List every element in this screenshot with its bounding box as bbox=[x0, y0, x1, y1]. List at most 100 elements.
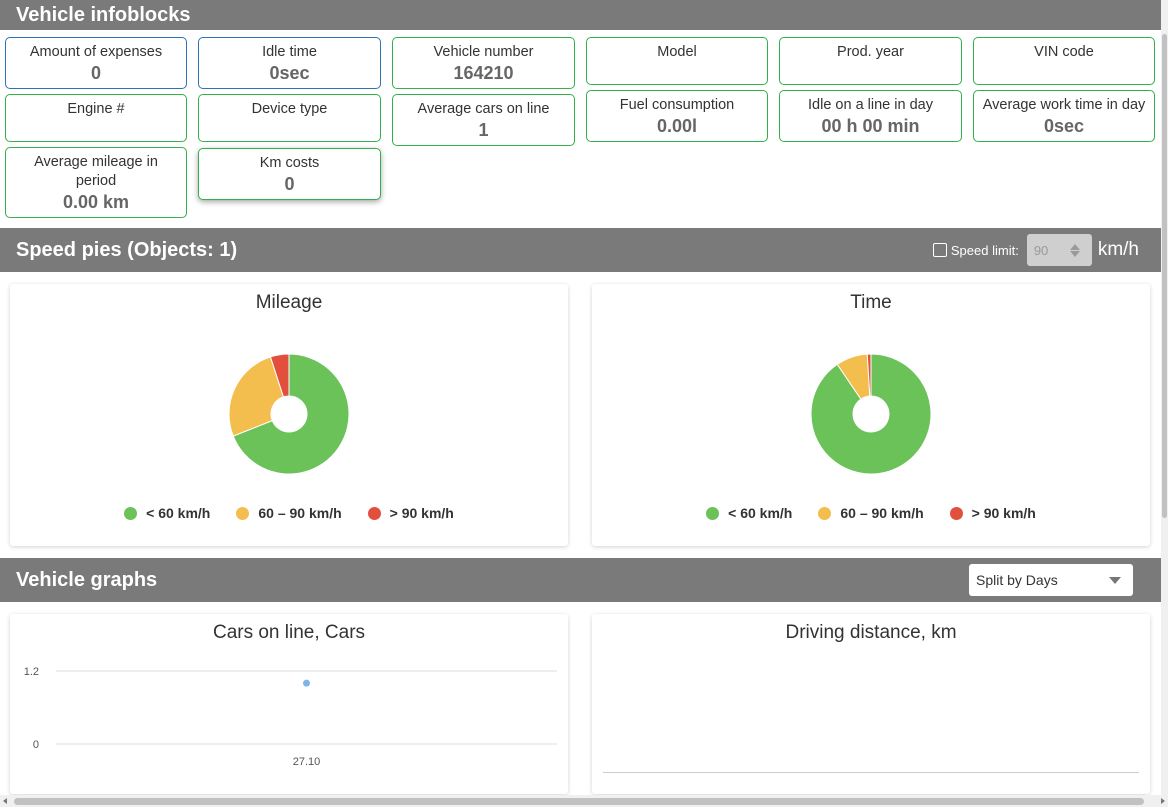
infoblock-label: Vehicle number bbox=[433, 44, 534, 60]
legend-label: < 60 km/h bbox=[146, 505, 211, 521]
spin-down-icon[interactable] bbox=[1069, 251, 1080, 257]
legend-item-under-60[interactable]: < 60 km/h bbox=[124, 505, 210, 521]
legend-dot-icon bbox=[367, 506, 381, 520]
infoblock-label: VIN code bbox=[1034, 44, 1094, 60]
infoblock-label: Amount of expenses bbox=[29, 44, 163, 60]
split-select-value: Split by Days bbox=[976, 572, 1058, 588]
x-tick-label: 27.10 bbox=[293, 756, 321, 768]
infoblock-label: Model bbox=[657, 44, 697, 60]
legend-dot-icon bbox=[818, 506, 832, 520]
driving-distance-card: Driving distance, km bbox=[592, 614, 1150, 794]
time-pie-legend: < 60 km/h 60 – 90 km/h > 90 km/h bbox=[592, 505, 1150, 521]
infoblock-average-mileage-in-period: Average mileage in period 0.00 km bbox=[5, 147, 187, 218]
infoblock-label: Fuel consumption bbox=[619, 97, 735, 113]
data-point[interactable] bbox=[303, 679, 310, 687]
infoblock-label: Prod. year bbox=[837, 44, 904, 60]
time-pie-card: Time < 60 km/h 60 – 90 km/h > 90 km/h bbox=[592, 284, 1150, 546]
speed-limit-control: Speed limit: 90 km/h bbox=[932, 228, 1139, 272]
speed-limit-label: Speed limit: bbox=[950, 242, 1019, 258]
infoblock-value: 164210 bbox=[453, 63, 514, 83]
vertical-scroll-thumb[interactable] bbox=[1162, 34, 1167, 518]
infoblocks-title: Vehicle infoblocks bbox=[16, 3, 191, 26]
infoblock-fuel-consumption: Fuel consumption 0.00l bbox=[586, 90, 768, 142]
cars-on-line-card: Cars on line, Cars 0 1.2 27.10 bbox=[10, 614, 568, 794]
chevron-down-icon bbox=[1109, 577, 1121, 584]
infoblocks-header: Vehicle infoblocks bbox=[0, 0, 1161, 30]
mileage-pie-legend: < 60 km/h 60 – 90 km/h > 90 km/h bbox=[10, 505, 568, 521]
infoblock-prod-year: Prod. year bbox=[779, 37, 962, 85]
speed-limit-input[interactable]: 90 bbox=[1026, 234, 1092, 266]
infoblock-value: 0.00 km bbox=[62, 192, 130, 212]
scroll-left-icon[interactable] bbox=[3, 798, 7, 804]
speed-pies-title: Speed pies (Objects: 1) bbox=[16, 238, 238, 261]
legend-label: 60 – 90 km/h bbox=[840, 505, 924, 521]
infoblock-value: 1 bbox=[478, 120, 489, 140]
infoblock-label: Engine # bbox=[67, 101, 125, 117]
legend-label: < 60 km/h bbox=[728, 505, 793, 521]
legend-item-over-90[interactable]: > 90 km/h bbox=[949, 505, 1036, 521]
infoblock-value: 0 bbox=[90, 63, 101, 83]
infoblock-average-work-time-in-day: Average work time in day 0sec bbox=[973, 90, 1155, 142]
infoblock-value: 00 h 00 min bbox=[821, 116, 920, 136]
infoblock-label: Km costs bbox=[259, 155, 320, 171]
driving-distance-axis bbox=[603, 772, 1139, 773]
legend-item-60-90[interactable]: 60 – 90 km/h bbox=[818, 505, 924, 521]
infoblock-label: Idle on a line in day bbox=[808, 97, 933, 113]
mileage-pie-chart bbox=[228, 353, 350, 475]
legend-item-over-90[interactable]: > 90 km/h bbox=[367, 505, 454, 521]
split-select[interactable]: Split by Days bbox=[969, 564, 1133, 596]
horizontal-scroll-thumb[interactable] bbox=[14, 798, 1144, 805]
speed-limit-checkbox[interactable] bbox=[932, 243, 947, 257]
legend-label: 60 – 90 km/h bbox=[258, 505, 342, 521]
legend-item-under-60[interactable]: < 60 km/h bbox=[706, 505, 792, 521]
infoblock-label: Idle time bbox=[262, 44, 317, 60]
horizontal-scrollbar[interactable] bbox=[0, 795, 1168, 807]
pie-slice[interactable] bbox=[228, 356, 285, 437]
cars-on-line-title: Cars on line, Cars bbox=[212, 622, 366, 643]
infoblock-value: 0.00l bbox=[656, 116, 698, 136]
pie-slice[interactable] bbox=[866, 353, 872, 397]
infoblock-average-cars-on-line: Average cars on line 1 bbox=[392, 94, 575, 146]
infoblock-value: 0sec bbox=[1043, 116, 1085, 136]
pie-slice[interactable] bbox=[810, 353, 932, 475]
infoblock-idle-time: Idle time 0sec bbox=[198, 37, 381, 89]
infoblock-engine-number: Engine # bbox=[5, 94, 187, 142]
speed-pies-header: Speed pies (Objects: 1) Speed limit: 90 … bbox=[0, 228, 1161, 272]
vertical-scrollbar[interactable] bbox=[1161, 0, 1168, 795]
time-pie-chart bbox=[810, 353, 932, 475]
pie-slice[interactable] bbox=[269, 353, 290, 398]
speed-limit-value: 90 bbox=[1033, 242, 1049, 258]
legend-dot-icon bbox=[706, 506, 720, 520]
time-pie-title: Time bbox=[850, 292, 892, 313]
infoblock-label: Average cars on line bbox=[417, 101, 550, 117]
scroll-right-icon[interactable] bbox=[1161, 798, 1165, 804]
driving-distance-title: Driving distance, km bbox=[785, 622, 957, 643]
legend-label: > 90 km/h bbox=[971, 505, 1036, 521]
vehicle-graphs-title: Vehicle graphs bbox=[16, 568, 158, 591]
legend-dot-icon bbox=[949, 506, 963, 520]
pie-slice[interactable] bbox=[232, 353, 350, 475]
infoblock-label: Device type bbox=[251, 101, 328, 117]
infoblock-amount-of-expenses: Amount of expenses 0 bbox=[5, 37, 187, 89]
legend-dot-icon bbox=[124, 506, 138, 520]
spin-up-icon[interactable] bbox=[1069, 244, 1080, 250]
speed-unit-label: km/h bbox=[1097, 239, 1139, 260]
infoblock-device-type: Device type bbox=[198, 94, 381, 142]
vehicle-graphs-header: Vehicle graphs Split by Days bbox=[0, 558, 1161, 602]
y-tick-label: 1.2 bbox=[24, 666, 39, 678]
legend-label: > 90 km/h bbox=[389, 505, 454, 521]
cars-on-line-chart: 0 1.2 27.10 bbox=[24, 666, 557, 768]
mileage-pie-card: Mileage < 60 km/h 60 – 90 km/h > 90 km/h bbox=[10, 284, 568, 546]
infoblock-label: Average work time in day bbox=[982, 97, 1146, 113]
infoblock-value: 0 bbox=[284, 174, 295, 194]
infoblock-vehicle-number: Vehicle number 164210 bbox=[392, 37, 575, 89]
y-tick-label: 0 bbox=[33, 739, 39, 751]
infoblock-model: Model bbox=[586, 37, 768, 85]
legend-dot-icon bbox=[236, 506, 250, 520]
infoblock-label: Average mileage in period bbox=[34, 154, 158, 189]
infoblock-km-costs: Km costs 0 bbox=[198, 148, 381, 200]
infoblock-vin-code: VIN code bbox=[973, 37, 1155, 85]
legend-item-60-90[interactable]: 60 – 90 km/h bbox=[236, 505, 342, 521]
infoblock-value: 0sec bbox=[269, 63, 310, 83]
mileage-pie-title: Mileage bbox=[255, 292, 323, 313]
